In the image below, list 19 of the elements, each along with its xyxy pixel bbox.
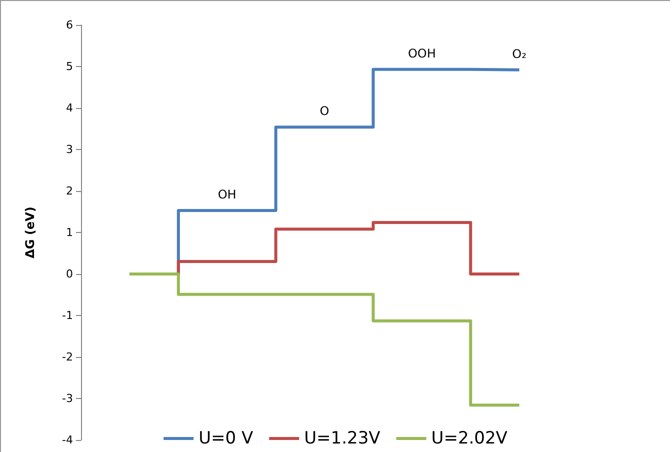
y-tick-label: -1 (62, 309, 73, 322)
y-tick-label: 1 (66, 226, 73, 239)
y-tick-label: 5 (66, 60, 73, 73)
y-tick-label: 3 (66, 143, 73, 156)
legend-label: U=2.02V (431, 428, 508, 448)
y-tick-label: 4 (66, 102, 73, 114)
y-tick-label: 0 (66, 268, 73, 280)
annotation: OOH (408, 46, 436, 60)
legend-label: U=0 V (198, 428, 254, 448)
annotation: O₂ (512, 46, 527, 61)
y-tick-label: -3 (62, 392, 73, 405)
y-tick-label: -2 (62, 350, 73, 364)
y-axis-title: ΔG (eV) (23, 206, 37, 258)
y-tick-label: -4 (62, 434, 73, 446)
legend-label: U=1.23V (304, 428, 381, 448)
annotation: O (320, 104, 330, 118)
annotation: OH (218, 188, 236, 202)
y-tick-label: 2 (66, 184, 73, 198)
y-tick-label: 6 (66, 18, 73, 32)
